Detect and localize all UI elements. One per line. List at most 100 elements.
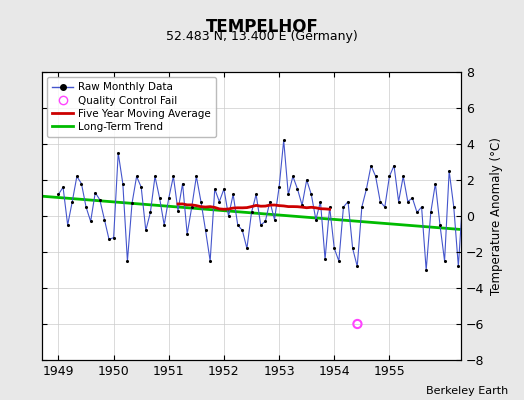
Point xyxy=(325,204,334,210)
Point xyxy=(289,173,297,180)
Point xyxy=(146,209,155,216)
Point xyxy=(128,200,136,206)
Point xyxy=(133,173,141,180)
Point xyxy=(234,222,242,228)
Point xyxy=(312,216,320,223)
Point xyxy=(224,213,233,219)
Point xyxy=(96,197,104,203)
Point xyxy=(486,227,495,234)
Point xyxy=(321,256,329,262)
Point xyxy=(422,267,430,273)
Point xyxy=(188,204,196,210)
Point xyxy=(353,263,362,270)
Point xyxy=(491,270,499,277)
Point xyxy=(229,191,237,198)
Point xyxy=(211,186,219,192)
Point xyxy=(307,191,315,198)
Point xyxy=(114,150,123,156)
Point xyxy=(399,173,407,180)
Point xyxy=(440,258,449,264)
Point xyxy=(376,198,385,205)
Text: 52.483 N, 13.400 E (Germany): 52.483 N, 13.400 E (Germany) xyxy=(166,30,358,43)
Point xyxy=(284,191,292,198)
Point xyxy=(243,245,251,252)
Point xyxy=(390,162,398,169)
Point xyxy=(330,245,339,252)
Point xyxy=(403,198,412,205)
Point xyxy=(215,198,224,205)
Point xyxy=(477,204,486,210)
Point xyxy=(427,209,435,216)
Point xyxy=(463,252,472,259)
Point xyxy=(445,168,453,174)
Point xyxy=(73,173,81,180)
Point xyxy=(261,218,269,225)
Point xyxy=(385,173,394,180)
Point xyxy=(77,180,85,187)
Point xyxy=(279,137,288,144)
Legend: Raw Monthly Data, Quality Control Fail, Five Year Moving Average, Long-Term Tren: Raw Monthly Data, Quality Control Fail, … xyxy=(47,77,216,137)
Point xyxy=(473,231,481,237)
Point xyxy=(482,222,490,228)
Point xyxy=(459,191,467,198)
Point xyxy=(59,184,67,190)
Point xyxy=(270,216,279,223)
Point xyxy=(238,227,246,234)
Point xyxy=(431,180,440,187)
Point xyxy=(339,204,347,210)
Point xyxy=(82,204,90,210)
Point xyxy=(450,204,458,210)
Point xyxy=(54,191,63,198)
Point xyxy=(123,258,132,264)
Point xyxy=(206,258,214,264)
Point xyxy=(436,222,444,228)
Point xyxy=(178,180,187,187)
Point xyxy=(174,207,182,214)
Point xyxy=(151,173,159,180)
Point xyxy=(266,198,274,205)
Point xyxy=(192,173,201,180)
Point xyxy=(316,198,325,205)
Y-axis label: Temperature Anomaly (°C): Temperature Anomaly (°C) xyxy=(490,137,503,295)
Point xyxy=(100,216,108,223)
Text: TEMPELHOF: TEMPELHOF xyxy=(205,18,319,36)
Point xyxy=(252,191,260,198)
Point xyxy=(348,245,357,252)
Point xyxy=(169,173,178,180)
Point xyxy=(293,186,302,192)
Point xyxy=(110,234,118,241)
Point xyxy=(395,198,403,205)
Point xyxy=(68,198,77,205)
Point xyxy=(362,186,370,192)
Point xyxy=(91,189,100,196)
Point xyxy=(118,180,127,187)
Point xyxy=(247,209,256,216)
Point xyxy=(454,263,463,270)
Point xyxy=(468,198,476,205)
Point xyxy=(156,195,164,201)
Point xyxy=(160,222,168,228)
Point xyxy=(413,209,421,216)
Point xyxy=(302,177,311,183)
Point xyxy=(86,218,95,225)
Point xyxy=(372,173,380,180)
Point xyxy=(335,258,343,264)
Text: Berkeley Earth: Berkeley Earth xyxy=(426,386,508,396)
Point xyxy=(275,184,283,190)
Point xyxy=(353,321,362,327)
Point xyxy=(367,162,375,169)
Point xyxy=(358,204,366,210)
Point xyxy=(105,236,113,242)
Point xyxy=(380,204,389,210)
Point xyxy=(137,184,145,190)
Point xyxy=(220,186,228,192)
Point xyxy=(165,195,173,201)
Point xyxy=(141,227,150,234)
Point xyxy=(344,198,352,205)
Point xyxy=(257,222,265,228)
Point xyxy=(197,198,205,205)
Point xyxy=(201,227,210,234)
Point xyxy=(408,195,417,201)
Point xyxy=(298,202,306,208)
Point xyxy=(418,204,426,210)
